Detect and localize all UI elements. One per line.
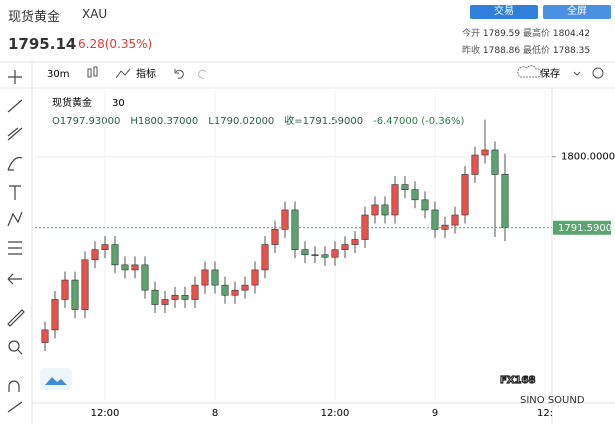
candle-body	[421, 199, 429, 211]
candle-body	[281, 209, 289, 230]
x-tick-label: 9	[432, 408, 438, 419]
candle-body	[321, 254, 329, 258]
candle-body	[121, 264, 129, 271]
candle-body	[51, 299, 59, 331]
q-label: 最高价	[522, 29, 550, 39]
candle-body	[91, 249, 99, 261]
legend-value: H1800.37000	[130, 116, 198, 127]
q-value: 1789.59	[482, 29, 521, 39]
candle-body	[241, 284, 249, 291]
logo-button[interactable]	[40, 368, 72, 390]
redo[interactable]	[198, 69, 207, 79]
fullscreen-button[interactable]: 全屏	[543, 5, 611, 19]
x-tick-label: 12:	[537, 408, 553, 419]
candle-body	[161, 299, 169, 305]
x-tick-label: 12:00	[91, 408, 120, 419]
candle-body	[61, 279, 69, 300]
candle-body	[331, 249, 339, 258]
candle-body	[271, 229, 279, 245]
candle-body	[351, 239, 359, 245]
cloud-icon[interactable]	[517, 65, 542, 78]
dropdown[interactable]	[573, 71, 581, 76]
candle-body	[361, 214, 369, 240]
symbol-name: 现货黄金	[8, 10, 61, 25]
last-price-box	[553, 220, 611, 235]
watermark-sub: SINO SOUND	[520, 395, 585, 406]
indicator-button[interactable]: 指标	[136, 67, 156, 80]
q-value: 1788.35	[552, 46, 591, 56]
legend-interval: 30	[112, 98, 125, 109]
candle-body	[461, 174, 469, 216]
legend-title: 现货黄金	[52, 96, 92, 109]
legend-value: L1790.02000	[208, 116, 274, 127]
indicator-icon[interactable]	[115, 68, 131, 79]
plot: 1800.00000 12:00 8 12:00 9 12: 1791.59000	[35, 90, 615, 419]
candle-body	[81, 259, 89, 310]
interval-button[interactable]: 30m	[47, 69, 69, 80]
legend: O1797.93000 H1800.37000 L1790.02000 收=1791.…	[52, 114, 465, 127]
candle-body	[451, 214, 459, 226]
x-tick-label: 8	[212, 408, 218, 419]
legend-value: 收=1791.59000	[284, 114, 363, 127]
candle-body	[401, 184, 409, 190]
save-button[interactable]: 保存	[540, 67, 560, 80]
candle-body	[131, 264, 139, 271]
candle-body	[231, 289, 239, 296]
trade-button[interactable]: 交易	[470, 5, 538, 19]
candle-body	[221, 284, 229, 296]
logo-icon	[45, 377, 67, 385]
q-label: 今开	[462, 29, 481, 39]
q-value: 1804.42	[552, 29, 591, 39]
price-change: 6.28(0.35%)	[78, 37, 153, 51]
candle-body	[311, 254, 319, 257]
y-tick-label: 1800.00000	[561, 152, 615, 163]
candle-body	[261, 244, 269, 271]
candle-body	[101, 244, 109, 250]
candle-body	[341, 244, 349, 250]
candle-body	[111, 244, 119, 266]
price: 1795.14	[8, 35, 77, 53]
last-price-label: 1791.59000	[558, 223, 615, 234]
candle-body	[291, 209, 299, 250]
candle-icon[interactable]	[87, 66, 98, 78]
q-label: 最低价	[522, 46, 550, 56]
candle-body	[191, 284, 199, 300]
candle-body	[391, 184, 399, 216]
legend-value: -6.47000 (-0.36%)	[373, 116, 464, 127]
q-value: 1788.86	[482, 46, 521, 56]
candle-body	[371, 204, 379, 216]
settings[interactable]	[592, 67, 604, 79]
candle-body	[301, 249, 309, 256]
candle-body	[141, 264, 149, 291]
q-label: 昨收	[462, 46, 481, 56]
candle-body	[501, 173, 509, 229]
quote-row: 昨收 1788.86 最低价 1788.35	[462, 43, 590, 56]
candle-body	[171, 294, 179, 300]
candle-body	[471, 154, 479, 175]
candle-body	[211, 269, 219, 286]
candle-body	[201, 269, 209, 286]
candle-body	[411, 189, 419, 201]
legend-value: O1797.93000	[52, 116, 120, 127]
candle-body	[381, 204, 389, 216]
candle-body	[181, 294, 189, 300]
candle-body	[151, 289, 159, 305]
quote-row: 今开 1789.59 最高价 1804.42	[462, 26, 590, 39]
candle-body	[491, 149, 499, 175]
undo[interactable]	[174, 69, 184, 79]
candle-body	[441, 224, 449, 230]
left-tools[interactable]	[7, 70, 25, 413]
candle-body	[71, 279, 79, 310]
symbol-code: XAU	[82, 7, 108, 21]
candle-body	[481, 149, 489, 156]
candle-body	[41, 329, 49, 343]
candle-body	[251, 269, 259, 286]
watermark-brand: FX168	[500, 375, 535, 386]
x-tick-label: 12:00	[321, 408, 350, 419]
candle-body	[431, 209, 439, 230]
